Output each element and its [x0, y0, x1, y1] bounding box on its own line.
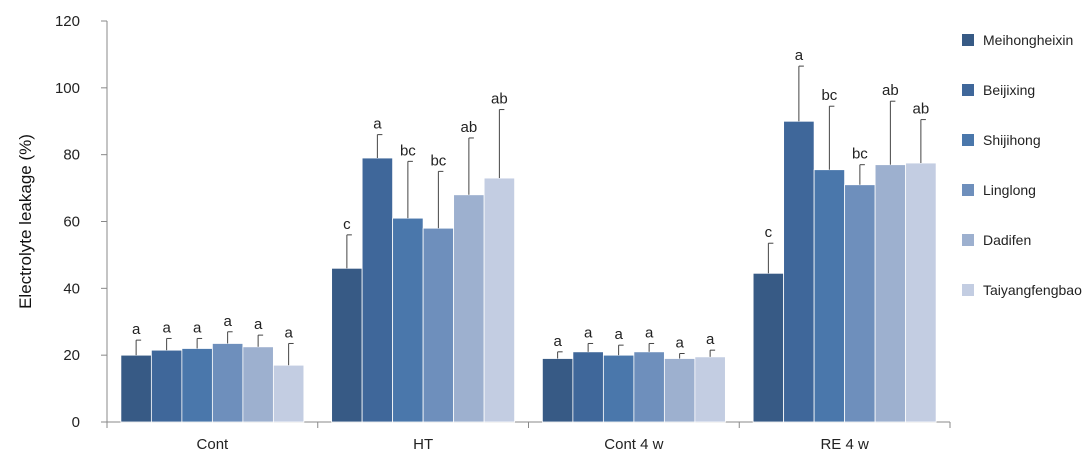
bar [752, 272, 785, 423]
bar [483, 177, 516, 423]
significance-letter: a [162, 319, 171, 336]
significance-letter: a [373, 116, 382, 133]
significance-letter: a [284, 324, 293, 341]
y-tick-label: 20 [63, 347, 80, 364]
bar [783, 120, 815, 423]
bar [150, 349, 183, 423]
y-tick-label: 60 [63, 214, 80, 231]
bar [242, 346, 274, 423]
legend-label: Beijixing [983, 82, 1035, 98]
significance-letter: a [193, 319, 202, 336]
labels: Cont HT Cont 4 w RE 4 w a c a c a a a a a bc a bc a bc a bc… [132, 47, 929, 453]
bar [361, 157, 394, 423]
bars [120, 65, 937, 423]
significance-letter: a [553, 333, 562, 350]
legend-swatch [962, 184, 974, 196]
y-tick-label: 100 [55, 80, 80, 97]
legend-label: Meihongheixin [983, 32, 1073, 48]
legend-swatch [962, 84, 974, 96]
legend-swatch [962, 234, 974, 246]
significance-letter: a [254, 316, 263, 333]
significance-letter: ab [913, 101, 930, 118]
significance-letter: a [132, 321, 141, 338]
significance-letter: ab [491, 91, 508, 108]
significance-letter: bc [430, 152, 446, 169]
y-tick-label: 40 [63, 280, 80, 297]
bar [181, 348, 213, 423]
bar [844, 184, 876, 423]
significance-letter: bc [821, 87, 837, 104]
bar [813, 169, 846, 423]
y-tick-label: 0 [72, 414, 80, 431]
legend-swatch [962, 34, 974, 46]
significance-letter: a [614, 326, 623, 343]
legend-swatch [962, 134, 974, 146]
x-category-label: RE 4 w [820, 436, 869, 453]
legend: Meihongheixin Beijixing Shijihong Linglong D… [962, 32, 1082, 298]
y-tick-label: 120 [55, 13, 80, 30]
bar [422, 227, 455, 423]
significance-letter: c [765, 224, 773, 241]
x-category-label: Cont [197, 436, 230, 453]
legend-label: Linglong [983, 182, 1036, 198]
significance-letter: bc [852, 146, 868, 163]
bar [905, 162, 937, 423]
bar [392, 217, 424, 423]
bar [211, 343, 244, 423]
significance-letter: a [223, 313, 232, 330]
bar [663, 358, 696, 423]
y-tick-label: 80 [63, 147, 80, 164]
significance-letter: a [706, 331, 715, 348]
significance-letter: ab [882, 82, 899, 99]
legend-label: Taiyangfengbao [983, 282, 1082, 298]
significance-letter: a [584, 324, 593, 341]
bar [272, 364, 305, 423]
significance-letter: ab [461, 119, 478, 136]
bar [120, 354, 152, 423]
legend-label: Dadifen [983, 232, 1031, 248]
significance-letter: c [343, 216, 351, 233]
legend-swatch [962, 284, 974, 296]
bar [874, 164, 907, 423]
significance-letter: a [795, 47, 804, 64]
bar [331, 267, 363, 423]
bar [633, 351, 665, 423]
legend-label: Shijihong [983, 132, 1041, 148]
significance-letter: a [645, 324, 654, 341]
x-category-label: HT [413, 436, 433, 453]
y-axis-label: Electrolyte leakage (%) [16, 134, 35, 309]
bar [694, 356, 726, 423]
significance-letter: bc [400, 142, 416, 159]
bar [602, 354, 635, 423]
bar [453, 194, 485, 423]
bar [541, 358, 574, 423]
bar [572, 351, 604, 423]
significance-letter: a [675, 334, 684, 351]
x-category-label: Cont 4 w [604, 436, 663, 453]
